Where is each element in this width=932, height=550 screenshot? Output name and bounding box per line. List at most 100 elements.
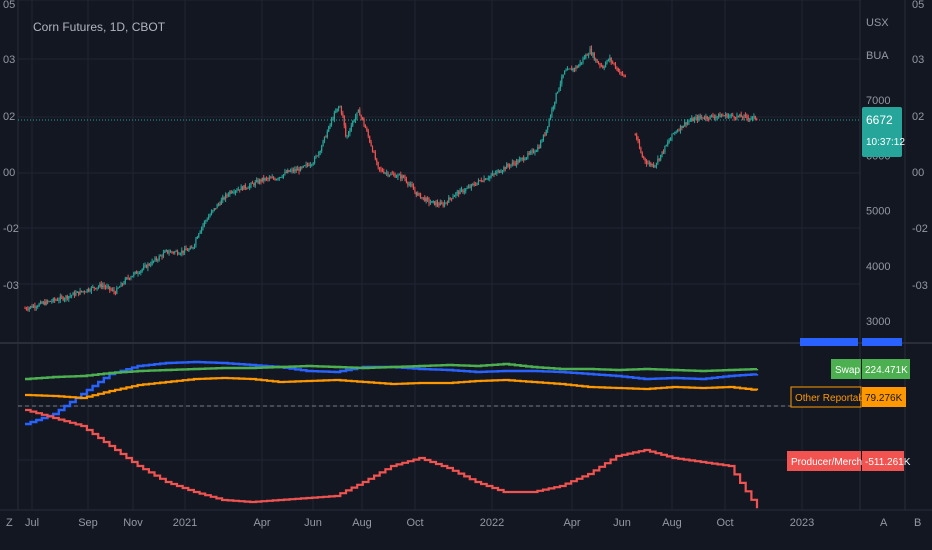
cot-lines[interactable]	[25, 360, 759, 509]
candle-body	[243, 185, 245, 190]
candle-body	[561, 76, 563, 84]
candle-body	[540, 141, 542, 148]
candle-body	[548, 119, 550, 127]
time-axis[interactable]: Jul Sep Nov 2021 Apr Jun Aug Oct 2022 Apr Jun Aug Oc…	[25, 517, 814, 529]
candle-body	[730, 114, 732, 116]
candle-body	[672, 133, 674, 135]
candle-body	[168, 252, 170, 254]
time-axis-label: Jun	[613, 517, 631, 529]
candle-body	[504, 167, 506, 169]
candle-body	[52, 298, 54, 302]
candle-body	[302, 165, 304, 168]
candle-body	[483, 178, 485, 182]
candle-body	[623, 74, 625, 77]
candle-body	[408, 184, 410, 186]
candle-body	[363, 119, 365, 126]
candle-body	[135, 271, 138, 274]
candle-body	[737, 115, 739, 117]
candle-body	[753, 116, 755, 117]
candle-body	[624, 76, 626, 78]
candle-body	[297, 168, 299, 171]
candle-body	[289, 170, 292, 172]
candle-body	[367, 131, 369, 137]
candle-body	[743, 115, 745, 119]
candle-body	[294, 169, 296, 172]
zoom-corner-button[interactable]: Z	[6, 517, 13, 529]
candle-body	[727, 115, 730, 118]
auto-scale-button[interactable]: A	[880, 517, 888, 529]
candle-body	[369, 136, 371, 142]
candle-body	[306, 164, 309, 166]
candle-body	[415, 191, 417, 196]
candle-body	[617, 68, 619, 72]
candle-body	[710, 115, 713, 117]
price-scale[interactable]: USXBUA70006000500040003000	[866, 17, 890, 328]
candle-body	[227, 194, 230, 196]
price-candles[interactable]	[24, 45, 758, 312]
candle-body	[507, 164, 509, 166]
candle-body	[76, 291, 78, 293]
candle-body	[128, 278, 131, 279]
time-axis-label: 2023	[790, 517, 814, 529]
cot-label-value-bg	[862, 387, 906, 407]
candle-body	[124, 278, 126, 284]
candle-body	[475, 185, 477, 186]
candle-body	[421, 197, 423, 199]
left-scale[interactable]: 05 03 02 00 -02 -03	[3, 0, 19, 292]
candle-body	[203, 221, 206, 225]
candle-body	[141, 269, 143, 271]
price-scale-label: 4000	[866, 261, 890, 273]
candle-body	[500, 171, 502, 173]
candle-body	[756, 119, 758, 120]
candle-body	[573, 68, 576, 70]
candle-body	[350, 125, 352, 131]
candle-body	[395, 176, 398, 178]
right-scale-label: 00	[912, 167, 924, 179]
candle-body	[169, 251, 172, 253]
candle-body	[606, 60, 608, 64]
candle-body	[515, 160, 518, 165]
candle-body	[411, 184, 413, 187]
cot-label-value-bg	[862, 451, 904, 471]
candle-body	[660, 154, 662, 160]
right-scale[interactable]: 05 03 02 00 -02 -03	[912, 0, 928, 292]
candle-body	[562, 74, 564, 77]
candle-body	[223, 197, 225, 200]
cot-line-producer-merchant[interactable]	[25, 408, 759, 509]
candle-body	[679, 125, 682, 131]
candle-body	[640, 148, 642, 154]
candle-body	[675, 131, 677, 133]
candle-body	[579, 62, 581, 65]
candle-body	[706, 116, 708, 119]
candle-body	[71, 295, 73, 296]
cot-line-other-reportable[interactable]	[25, 376, 759, 400]
candle-body	[713, 116, 715, 119]
time-axis-label: Aug	[352, 517, 372, 529]
cot-label-3: Producer/Merchant-511.261K	[787, 451, 911, 471]
candle-body	[312, 162, 314, 165]
candle-body	[651, 164, 653, 166]
candle-body	[718, 114, 720, 117]
candle-body	[59, 296, 61, 301]
candle-body	[347, 133, 350, 136]
candle-body	[695, 117, 697, 119]
cot-line-swap[interactable]	[25, 362, 759, 381]
candle-body	[164, 251, 166, 253]
candle-body	[38, 303, 40, 307]
candle-body	[439, 202, 441, 206]
candle-body	[466, 188, 468, 189]
candle-body	[424, 197, 426, 202]
candle-body	[151, 260, 153, 265]
candle-body	[34, 305, 36, 308]
candle-body	[268, 177, 270, 179]
candle-body	[82, 291, 84, 292]
left-scale-label: 02	[3, 111, 15, 123]
scale-b-button[interactable]: B	[914, 517, 921, 529]
candle-body	[90, 287, 92, 291]
candle-body	[304, 165, 306, 167]
last-price-tag: 6672 10:37:12	[862, 107, 905, 157]
candle-body	[455, 192, 457, 196]
candle-body	[459, 189, 461, 195]
